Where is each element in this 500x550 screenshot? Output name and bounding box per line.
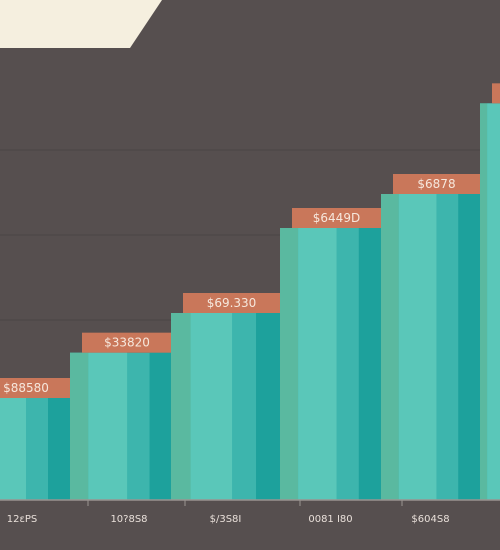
- value-label-0: $88580: [3, 381, 49, 395]
- x-tick-label-4: $604S8: [411, 514, 449, 525]
- x-tick-label-2: $/3S8I: [210, 514, 242, 525]
- value-label-4: $6878: [417, 177, 455, 191]
- x-tick-label-1: 10?8S8: [110, 514, 147, 525]
- bar-1-right-facet: [149, 352, 172, 500]
- bar-0-highlight: [0, 398, 26, 500]
- bar-2-right-facet: [256, 313, 280, 500]
- bar-5-left-facet: [480, 103, 488, 500]
- bar-2-left-facet: [171, 313, 191, 500]
- bar-3-highlight: [298, 228, 337, 500]
- value-label-box-4: [393, 174, 480, 194]
- bar-0-right-facet: [48, 398, 70, 500]
- x-tick-label-3: 0081 I80: [308, 514, 352, 525]
- value-label-box-0: [0, 378, 70, 398]
- bar-5-highlight: [487, 103, 500, 500]
- title-banner: [0, 0, 162, 48]
- value-label-box-5: [492, 83, 500, 104]
- bar-1-left-facet: [70, 352, 89, 500]
- value-label-box-1: [82, 332, 172, 353]
- value-label-1: $33820: [104, 336, 150, 350]
- value-label-box-3: [292, 208, 381, 228]
- bar-4-right-facet: [458, 194, 480, 500]
- bar-3-left-facet: [280, 228, 299, 500]
- value-label-box-2: [183, 293, 280, 313]
- x-tick-label-0: 12ɛPS: [7, 514, 38, 525]
- value-label-3: $6449D: [313, 211, 360, 225]
- bar-3-right-facet: [358, 228, 381, 500]
- bar-4-highlight: [398, 194, 437, 500]
- bar-1-highlight: [88, 352, 128, 500]
- bar-2-highlight: [190, 313, 233, 500]
- value-label-2: $69.330: [207, 296, 257, 310]
- bar-4-left-facet: [381, 194, 399, 500]
